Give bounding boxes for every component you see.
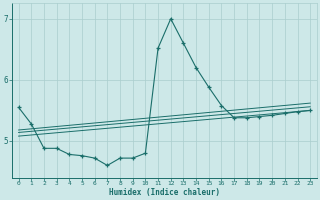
X-axis label: Humidex (Indice chaleur): Humidex (Indice chaleur) xyxy=(109,188,220,197)
